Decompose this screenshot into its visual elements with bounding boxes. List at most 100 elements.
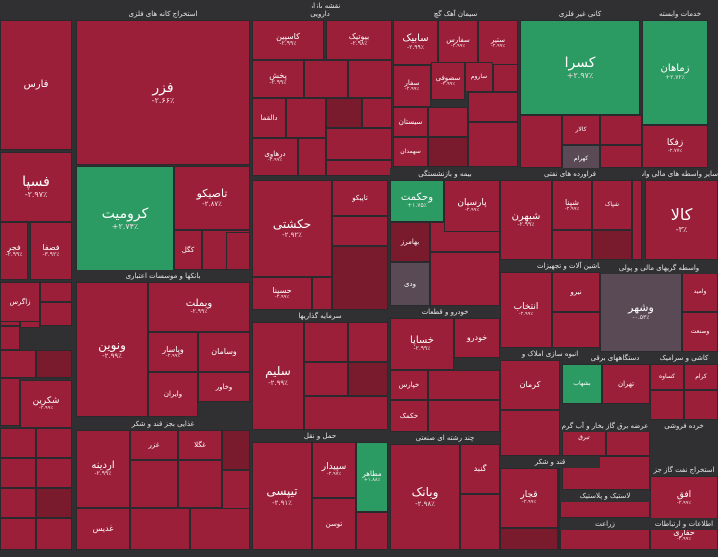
treemap-cell[interactable] <box>684 390 718 420</box>
tile-karam[interactable]: کرام <box>684 364 718 390</box>
tile-nira[interactable]: نیرو <box>552 272 600 312</box>
tile-kromit[interactable]: کرومیت +۲.۷۴٪ <box>76 166 174 271</box>
tile-tasiko[interactable]: تاصیکو -۲.۸۷٪ <box>174 166 250 230</box>
tile-vepasargad[interactable]: وپاسار -۲.۹۹٪ <box>148 332 198 372</box>
tile-kalar[interactable]: کالار <box>562 115 600 145</box>
tile-afagh[interactable]: افق -۲.۹۹٪ <box>650 476 718 521</box>
tile-shebandar[interactable]: شبهرن -۲.۹۹٪ <box>500 180 552 260</box>
treemap-cell[interactable] <box>304 396 388 430</box>
tile-sesofahan[interactable]: سصوفی -۲.۹۹٪ <box>431 62 465 100</box>
treemap-cell[interactable] <box>592 230 632 260</box>
tile-kesave[interactable]: کساوه <box>650 364 684 390</box>
tile-zamahan[interactable]: زماهان +۲.۷۲٪ <box>642 20 708 125</box>
tile-sisatan[interactable]: سیستان <box>393 107 428 137</box>
treemap-cell[interactable] <box>356 512 388 550</box>
treemap-cell[interactable] <box>332 216 388 246</box>
treemap-cell[interactable] <box>468 92 518 122</box>
treemap-cell[interactable] <box>520 115 562 168</box>
tile-fazar[interactable]: فزر -۲.۶۶٪ <box>76 20 250 165</box>
treemap-cell[interactable] <box>428 137 468 167</box>
treemap-cell[interactable] <box>40 302 72 326</box>
tile-derahavi[interactable]: درهاوی -۲.۹۹٪ <box>252 138 298 176</box>
tile-mataer[interactable]: مطاهر +۱.۸۸٪ <box>356 442 388 512</box>
tile-zagros[interactable]: زاگرس <box>0 282 40 322</box>
treemap-cell[interactable] <box>304 60 348 98</box>
tile-hasina[interactable]: حسینا -۲.۹۹٪ <box>252 277 312 310</box>
tile-shakeron[interactable]: شکرین -۲.۹۹٪ <box>20 380 72 428</box>
treemap-cell[interactable] <box>326 128 392 160</box>
tile-tehran[interactable]: تهران <box>602 364 650 404</box>
treemap-cell[interactable] <box>493 62 518 92</box>
tile-kaspin[interactable]: کاسپین -۲.۹۹٪ <box>252 20 324 60</box>
treemap-cell[interactable] <box>304 362 348 396</box>
tile-vamad[interactable]: وامید <box>682 272 718 312</box>
treemap-cell[interactable] <box>430 252 500 306</box>
tile-tatpiran[interactable]: تاپیکو <box>332 180 388 216</box>
treemap-cell[interactable] <box>552 230 592 260</box>
treemap-cell[interactable] <box>130 508 190 550</box>
treemap-cell[interactable] <box>428 107 468 137</box>
tile-sepidar[interactable]: سپیدار -۲.۹۷٪ <box>312 442 356 498</box>
tile-shepna[interactable]: شپنا -۲.۹۹٪ <box>552 180 592 230</box>
tile-ganbadi[interactable]: گنبد <box>460 444 500 494</box>
tile-sehmadan[interactable]: سهمدان <box>393 137 428 167</box>
tile-dalghama[interactable]: دالقما <box>252 98 286 138</box>
treemap-cell[interactable] <box>312 277 332 310</box>
tile-vedi[interactable]: ودی <box>390 262 430 306</box>
tile-vebemelat[interactable]: وبملت -۲.۹۹٪ <box>148 282 250 332</box>
tile-fars[interactable]: فارس <box>0 20 72 150</box>
tile-tosan[interactable]: توسن <box>312 498 356 550</box>
tile-pakhsh[interactable]: پخش -۲.۹۹٪ <box>252 60 304 98</box>
treemap-cell[interactable] <box>190 508 250 550</box>
tile-parsian[interactable]: پارسیان -۲.۹۹٪ <box>444 180 500 232</box>
treemap-cell[interactable] <box>326 160 392 176</box>
treemap-cell[interactable] <box>650 390 684 420</box>
tile-vesaman[interactable]: وسامان <box>198 332 250 372</box>
treemap-cell[interactable] <box>468 122 518 167</box>
treemap-cell[interactable] <box>286 98 326 138</box>
tile-kheramp[interactable]: خکمک <box>390 400 428 432</box>
tile-fasepa[interactable]: فسپا -۲.۹۷٪ <box>0 152 72 222</box>
treemap-cell[interactable] <box>222 470 250 510</box>
treemap-cell[interactable] <box>40 282 72 302</box>
treemap-cell[interactable] <box>0 428 36 458</box>
tile-sarum[interactable]: ساروم <box>465 62 493 92</box>
tile-bahamrz[interactable]: بهامرز <box>390 222 430 262</box>
tile-khodro[interactable]: خودرو <box>454 318 500 358</box>
treemap-cell[interactable] <box>362 98 392 128</box>
treemap-cell[interactable] <box>0 488 36 518</box>
treemap-cell[interactable] <box>130 460 178 508</box>
tile-vabank[interactable]: وبانک -۲.۹۸٪ <box>390 444 460 550</box>
treemap-cell[interactable] <box>460 494 500 550</box>
treemap-cell[interactable] <box>500 410 560 456</box>
tile-tipasi[interactable]: تیپسی -۲.۹۱٪ <box>252 442 312 550</box>
treemap-cell[interactable] <box>36 488 72 518</box>
treemap-cell[interactable] <box>304 322 348 362</box>
treemap-cell[interactable] <box>326 98 362 128</box>
tile-hekashti[interactable]: حکشتی -۲.۹۲٪ <box>252 180 332 277</box>
tile-khasaapa[interactable]: خساپا -۲.۹۹٪ <box>390 318 454 370</box>
tile-teslim[interactable]: سلیم -۲.۹۹٪ <box>252 322 304 430</box>
tile-sefar[interactable]: سفار -۲.۹۹٪ <box>393 65 431 107</box>
tile-sefars[interactable]: سفارس -۲.۹۹٪ <box>438 20 478 65</box>
tile-ardine[interactable]: اردینه -۲.۹۹٪ <box>76 430 130 508</box>
tile-kesra[interactable]: کسرا +۲.۹۷٪ <box>520 20 640 115</box>
tile-ghenab[interactable]: غگلا <box>178 430 222 460</box>
tile-ghadis[interactable]: غدیس <box>76 508 130 550</box>
treemap-cell[interactable] <box>0 458 36 488</box>
tile-bashahab[interactable]: بشهاب <box>562 364 602 404</box>
treemap-cell[interactable] <box>600 145 642 168</box>
tile-ghazar[interactable]: غزر <box>130 430 178 460</box>
treemap-cell[interactable] <box>0 326 20 350</box>
treemap-cell[interactable] <box>36 428 72 458</box>
treemap-cell[interactable] <box>500 528 558 550</box>
treemap-cell[interactable] <box>552 312 600 348</box>
treemap-cell[interactable] <box>226 232 250 270</box>
treemap-cell[interactable] <box>0 378 20 426</box>
treemap-cell[interactable] <box>558 468 560 550</box>
tile-vehekmat[interactable]: وحکمت +۱.۷۵٪ <box>390 180 444 222</box>
tile-sentir[interactable]: ستیر -۲.۹۹٪ <box>478 20 518 65</box>
treemap-cell[interactable] <box>222 430 250 470</box>
treemap-cell[interactable] <box>428 400 500 432</box>
tile-vekhavar[interactable]: وخاور <box>198 372 250 402</box>
